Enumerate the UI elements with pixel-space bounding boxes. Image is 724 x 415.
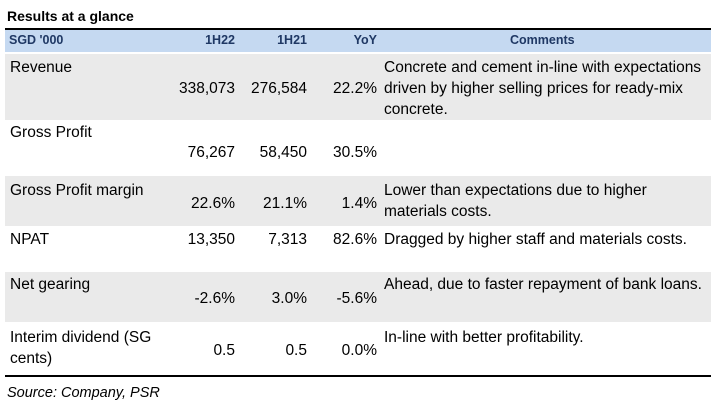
table-row-interim-dividend: Interim dividend (SG cents) 0.5 0.5 0.0%… bbox=[5, 322, 711, 374]
table-row-revenue: Revenue 338,073 276,584 22.2% Concrete a… bbox=[5, 54, 711, 120]
value-1h21: 58,450 bbox=[259, 144, 307, 161]
row-label: Net gearing bbox=[10, 276, 91, 293]
table-row-gross-profit-margin: Gross Profit margin 22.6% 21.1% 1.4% Low… bbox=[5, 176, 711, 226]
row-comment: In-line with better profitability. bbox=[384, 329, 584, 346]
value-yoy: 82.6% bbox=[333, 231, 377, 248]
value-1h22: 338,073 bbox=[178, 80, 235, 97]
table-row-net-gearing: Net gearing -2.6% 3.0% -5.6% Ahead, due … bbox=[5, 272, 711, 322]
header-comments: Comments bbox=[510, 33, 575, 47]
value-1h22: 0.5 bbox=[213, 342, 235, 359]
value-yoy: -5.6% bbox=[336, 290, 378, 307]
bottom-rule bbox=[5, 375, 711, 377]
row-label: Gross Profit margin bbox=[10, 182, 144, 199]
table-title: Results at a glance bbox=[7, 8, 134, 24]
value-1h22: 13,350 bbox=[187, 231, 235, 248]
value-1h22: -2.6% bbox=[194, 290, 236, 307]
row-comment: Dragged by higher staff and materials co… bbox=[384, 231, 687, 248]
row-comment: Lower than expectations due to higher ma… bbox=[384, 182, 647, 220]
value-1h21: 3.0% bbox=[271, 290, 307, 307]
row-label: Gross Profit bbox=[10, 124, 92, 141]
row-comment: Ahead, due to faster repayment of bank l… bbox=[384, 276, 702, 293]
value-1h22: 22.6% bbox=[191, 195, 235, 212]
header-1h21: 1H21 bbox=[277, 33, 307, 47]
value-1h21: 276,584 bbox=[250, 80, 307, 97]
row-label: Interim dividend (SG cents) bbox=[10, 329, 152, 367]
value-yoy: 0.0% bbox=[341, 342, 377, 359]
value-1h22: 76,267 bbox=[187, 144, 235, 161]
row-label: NPAT bbox=[10, 231, 50, 248]
row-label: Revenue bbox=[10, 59, 73, 76]
header-1h22: 1H22 bbox=[205, 33, 235, 47]
value-yoy: 30.5% bbox=[333, 144, 377, 161]
value-yoy: 22.2% bbox=[333, 80, 377, 97]
value-1h21: 0.5 bbox=[285, 342, 307, 359]
value-1h21: 21.1% bbox=[263, 195, 307, 212]
table-row-npat: NPAT 13,350 7,313 82.6% Dragged by highe… bbox=[5, 226, 711, 272]
table-header: SGD '000 1H22 1H21 YoY Comments bbox=[5, 30, 711, 52]
row-comment: Concrete and cement in-line with expecta… bbox=[384, 59, 702, 118]
title-rule bbox=[5, 28, 711, 30]
source-note: Source: Company, PSR bbox=[7, 385, 160, 401]
value-1h21: 7,313 bbox=[268, 231, 307, 248]
header-yoy: YoY bbox=[353, 33, 377, 47]
value-yoy: 1.4% bbox=[341, 195, 377, 212]
table-row-gross-profit: Gross Profit 76,267 58,450 30.5% bbox=[5, 120, 711, 176]
header-label: SGD '000 bbox=[9, 33, 64, 47]
